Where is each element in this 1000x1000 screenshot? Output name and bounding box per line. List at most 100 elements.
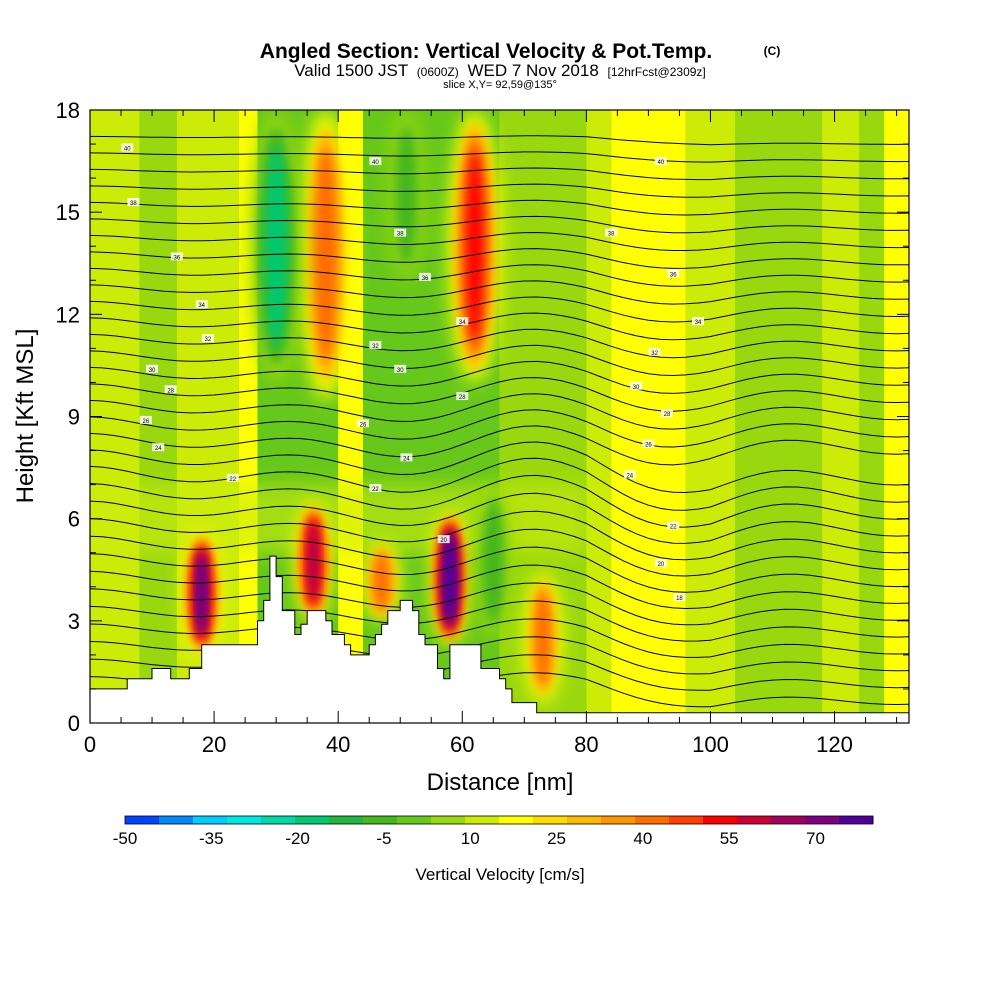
colorbar-swatch	[125, 816, 160, 824]
chart-subtitle: Valid 1500 JST (0600Z) WED 7 Nov 2018 [1…	[294, 61, 706, 80]
pot-temp-label: 34	[692, 317, 705, 326]
pot-temp-line	[90, 328, 909, 359]
pot-temp-label: 34	[195, 300, 208, 309]
pot-temp-contours	[90, 135, 909, 708]
y-tick-label: 6	[68, 507, 80, 532]
svg-text:18: 18	[676, 596, 683, 602]
colorbar-frame	[124, 815, 874, 825]
x-tick-label: 20	[202, 732, 226, 757]
y-tick-label: 12	[56, 302, 80, 327]
chart-title: Angled Section: Vertical Velocity & Pot.…	[260, 40, 712, 63]
pot-temp-label: 20	[437, 535, 450, 544]
velocity-band	[685, 110, 736, 723]
pot-temp-line	[90, 151, 909, 163]
velocity-contour	[482, 498, 505, 625]
colorbar-swatch	[329, 816, 364, 824]
svg-text:28: 28	[459, 395, 466, 401]
svg-text:24: 24	[626, 473, 633, 479]
pot-temp-line	[90, 528, 909, 577]
svg-text:36: 36	[422, 276, 429, 282]
pot-temp-label: 40	[121, 143, 134, 152]
pot-temp-label: 36	[419, 272, 432, 282]
pot-temp-label: 26	[139, 415, 152, 425]
colorbar-tick-label: -35	[199, 829, 224, 848]
velocity-band	[859, 110, 885, 723]
colorbar-swatch	[465, 816, 500, 824]
colorbar-swatch	[397, 816, 432, 824]
velocity-layer	[90, 484, 587, 553]
colorbar-swatch	[227, 816, 262, 824]
velocity-contour	[465, 150, 484, 342]
svg-text:40: 40	[372, 160, 379, 166]
pot-temp-label: 30	[146, 364, 159, 374]
pot-temp-line	[90, 135, 909, 146]
pot-temp-label: 28	[164, 385, 177, 394]
pot-temp-line	[90, 600, 909, 642]
colorbar-swatch	[533, 816, 568, 824]
pot-temp-label: 36	[170, 252, 183, 261]
colorbar-swatch	[737, 816, 772, 824]
pot-temp-label: 24	[400, 453, 413, 462]
subtitle-date: WED 7 Nov 2018	[467, 61, 598, 80]
subtitle-forecast: [12hrFcst@2309z]	[608, 65, 706, 79]
chart-title-unit: (C)	[764, 44, 781, 58]
velocity-band	[586, 110, 612, 723]
pot-temp-label: 40	[369, 157, 382, 166]
pot-temp-label: 32	[648, 347, 661, 357]
colorbar-tick-label: -5	[376, 829, 391, 848]
updraft-cell	[524, 573, 562, 703]
pot-temp-label: 26	[642, 439, 655, 449]
colorbar-label: Vertical Velocity [cm/s]	[415, 865, 584, 884]
plot-area: 40 38 36 34 32 30 28 26 24 22 40 38 36 34 32 30 28 26 24 22…	[90, 110, 909, 723]
pot-temp-line	[90, 474, 909, 528]
y-tick-label: 3	[68, 609, 80, 634]
pot-temp-label: 38	[127, 197, 140, 207]
x-tick-label: 100	[692, 732, 729, 757]
x-tick-label: 120	[816, 732, 853, 757]
pot-temp-line	[90, 231, 909, 251]
colorbar-swatch	[363, 816, 398, 824]
pot-temp-label: 24	[623, 470, 636, 479]
svg-text:30: 30	[633, 385, 640, 391]
svg-text:32: 32	[372, 344, 379, 350]
colorbar-swatch	[159, 816, 194, 824]
colorbar-swatch	[431, 816, 466, 824]
pot-temp-line	[90, 457, 909, 511]
updraft-cell	[363, 542, 401, 621]
colorbar-tick-label: -50	[113, 829, 138, 848]
velocity-background-bands	[90, 110, 909, 723]
colorbar-swatch	[193, 816, 228, 824]
pot-temp-line	[90, 393, 909, 430]
pot-temp-label: 22	[369, 484, 382, 493]
updraft-cell	[183, 532, 221, 655]
pot-temp-line	[90, 564, 909, 610]
pot-temp-line	[90, 264, 909, 287]
svg-text:26: 26	[645, 443, 652, 449]
colorbar-tick-label: 40	[633, 829, 652, 848]
svg-text:30: 30	[397, 368, 404, 374]
downdraft-cell	[474, 484, 512, 638]
pot-temp-label: 36	[667, 269, 680, 278]
pot-temp-line	[90, 312, 909, 341]
svg-text:38: 38	[130, 201, 137, 207]
pot-temp-label: 18	[673, 592, 686, 602]
pot-temp-line	[90, 582, 909, 626]
downdraft-cell	[387, 110, 426, 281]
pot-temp-line	[90, 618, 909, 658]
svg-text:38: 38	[608, 232, 615, 238]
pot-temp-line	[90, 199, 909, 216]
pot-temp-line	[90, 409, 909, 448]
colorbar-tick-labels: -50 -35 -20 -5 10 25 40 55 70	[113, 829, 825, 848]
svg-text:26: 26	[360, 422, 367, 428]
pot-temp-label: 40	[654, 157, 667, 166]
y-tick-label: 15	[56, 200, 80, 225]
svg-text:24: 24	[155, 446, 162, 452]
colorbar-tick-label: 10	[461, 829, 480, 848]
pot-temp-line	[90, 492, 909, 544]
pot-temp-label: 38	[605, 228, 618, 238]
pot-temp-labels: 40 38 36 34 32 30 28 26 24 22 40 38 36 34 32 30 28 26 24 22…	[121, 143, 705, 602]
pot-temp-label: 30	[394, 364, 407, 374]
svg-text:36: 36	[670, 272, 677, 278]
colorbar-swatch	[635, 816, 670, 824]
pot-temp-line	[90, 441, 909, 494]
